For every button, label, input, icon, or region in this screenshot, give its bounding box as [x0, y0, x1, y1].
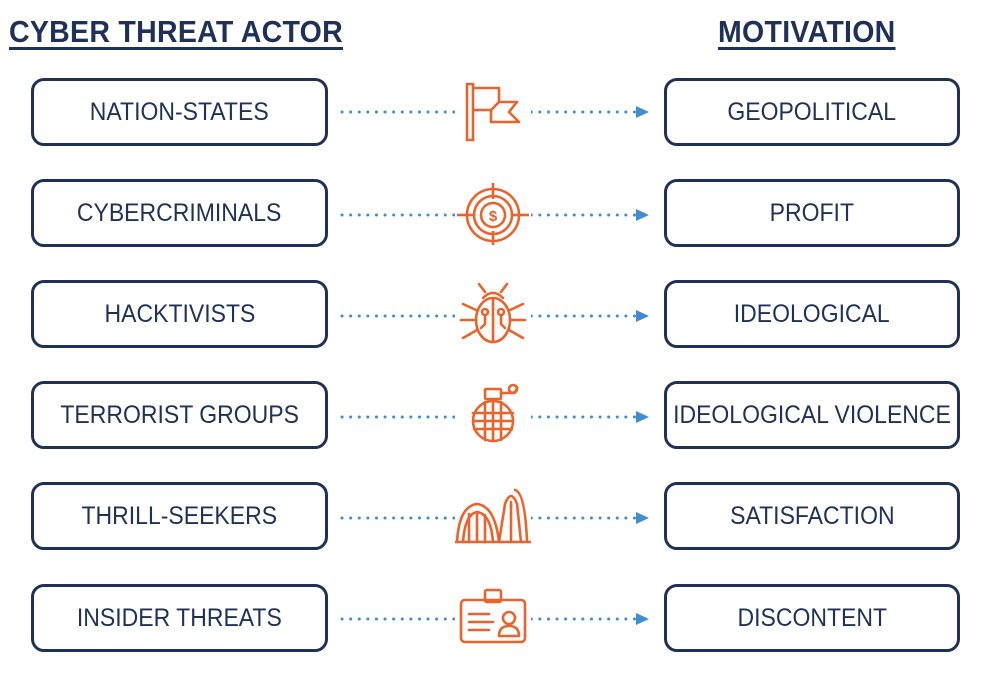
dotted-arrow: [340, 106, 649, 118]
motivation-label: DISCONTENT: [737, 603, 887, 632]
motivation-box: DISCONTENT: [664, 584, 960, 652]
dotted-arrow: [340, 613, 649, 625]
row-terrorist-groups: TERRORIST GROUPS IDEOLOGICAL VIOLENCE: [0, 381, 988, 453]
actor-box: CYBERCRIMINALS: [31, 179, 328, 247]
actor-label: TERRORIST GROUPS: [60, 400, 299, 429]
dotted-arrow: [340, 512, 649, 524]
svg-text:$: $: [489, 208, 498, 225]
dotted-arrow: [340, 411, 649, 423]
actor-label: NATION-STATES: [90, 97, 269, 126]
actor-label: CYBERCRIMINALS: [77, 198, 282, 227]
row-thrill-seekers: THRILL-SEEKERS SATISFACTION: [0, 482, 988, 554]
actor-label: INSIDER THREATS: [77, 603, 282, 632]
motivation-label: IDEOLOGICAL VIOLENCE: [673, 400, 951, 429]
actor-column-header: CYBER THREAT ACTOR: [9, 14, 344, 49]
roller-coaster-icon: [455, 484, 531, 548]
motivation-box: PROFIT: [664, 179, 960, 247]
motivation-label: SATISFACTION: [729, 501, 895, 530]
row-insider-threats: INSIDER THREATS DISCONTENT: [0, 584, 988, 656]
target-dollar-icon: $: [455, 181, 531, 245]
flag-icon: [455, 80, 531, 144]
motivation-label: IDEOLOGICAL: [734, 299, 890, 328]
actor-box: HACKTIVISTS: [31, 280, 328, 348]
actor-box: NATION-STATES: [31, 78, 328, 146]
motivation-box: GEOPOLITICAL: [664, 78, 960, 146]
motivation-box: IDEOLOGICAL VIOLENCE: [664, 381, 960, 449]
id-badge-icon: [455, 586, 531, 650]
motivation-box: SATISFACTION: [664, 482, 960, 550]
dotted-arrow: [340, 310, 649, 322]
actor-label: HACKTIVISTS: [104, 299, 255, 328]
actor-box: TERRORIST GROUPS: [31, 381, 328, 449]
bug-icon: [455, 282, 531, 346]
row-cybercriminals: CYBERCRIMINALS $ PROFIT: [0, 179, 988, 251]
grenade-icon: [455, 383, 531, 447]
motivation-column-header: MOTIVATION: [718, 14, 896, 49]
actor-box: THRILL-SEEKERS: [31, 482, 328, 550]
motivation-label: PROFIT: [769, 198, 855, 227]
motivation-box: IDEOLOGICAL: [664, 280, 960, 348]
actor-label: THRILL-SEEKERS: [81, 501, 278, 530]
row-nation-states: NATION-STATES GEOPOLITICAL: [0, 78, 988, 150]
actor-box: INSIDER THREATS: [31, 584, 328, 652]
motivation-label: GEOPOLITICAL: [727, 97, 897, 126]
row-hacktivists: HACKTIVISTS IDEOLOGICAL: [0, 280, 988, 352]
dotted-arrow: [340, 209, 649, 221]
